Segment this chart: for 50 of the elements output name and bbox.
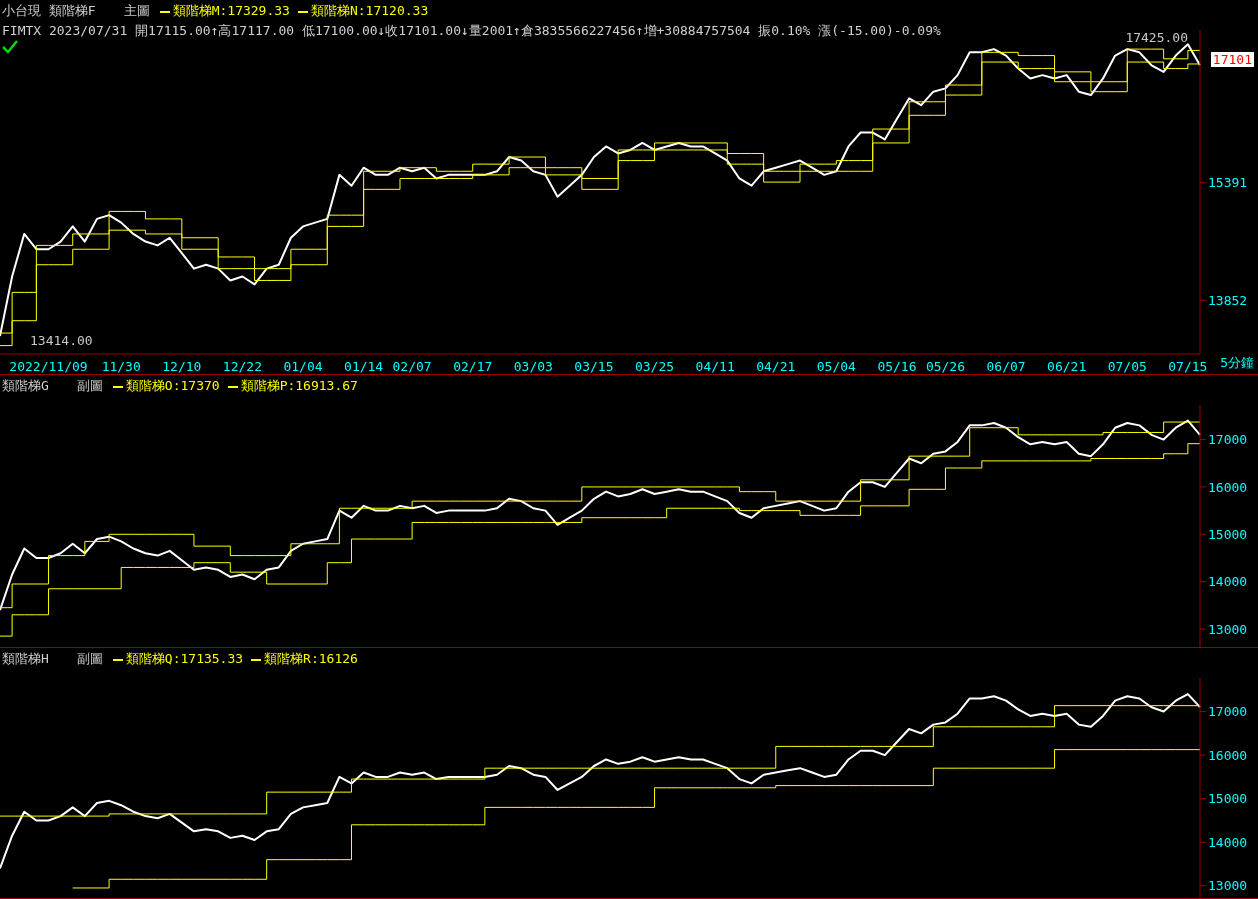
x-tick-label: 01/04 (283, 359, 323, 375)
x-tick-label: 03/03 (513, 359, 553, 375)
x-tick-label: 06/21 (1047, 359, 1087, 375)
y-tick-label: 16000 (1208, 479, 1248, 495)
x-tick-label: 12/22 (222, 359, 262, 375)
annotation: 13414.00 (29, 333, 94, 348)
x-tick-label: 07/15 (1168, 359, 1208, 375)
x-tick-label: 06/07 (986, 359, 1026, 375)
chart-title: 類階梯H (2, 651, 49, 666)
legend-label: 類階梯O:17370 (124, 378, 220, 393)
legend-label: 類階梯M:17329.33 (171, 3, 290, 18)
x-tick-label: 2022/11/09 (9, 359, 88, 375)
x-tick-label: 11/30 (101, 359, 141, 375)
x-axis-title: 5分鐘 (1220, 354, 1254, 372)
y-tick-label: 17000 (1208, 432, 1248, 448)
legend-label: 類階梯P:16913.67 (239, 378, 358, 393)
y-tick-label: 13000 (1208, 878, 1248, 894)
legend-title: 副圖 (76, 378, 103, 393)
x-tick-label: 07/05 (1107, 359, 1147, 375)
y-tick-label: 13000 (1208, 621, 1248, 637)
y-tick-label: 15000 (1208, 791, 1248, 807)
x-tick-label: 02/07 (392, 359, 432, 375)
y-tick-label: 15391 (1208, 175, 1248, 191)
legend-title: 主圖 (123, 3, 150, 18)
legend-title: 副圖 (76, 651, 103, 666)
x-tick-label: 04/11 (695, 359, 735, 375)
y-tick-label: 16000 (1208, 747, 1248, 763)
x-tick-label: 05/16 (877, 359, 917, 375)
y-tick-label: 14000 (1208, 834, 1248, 850)
x-tick-label: 03/15 (574, 359, 614, 375)
x-tick-label: 04/21 (756, 359, 796, 375)
line-series (0, 693, 1201, 870)
y-tick-label: 14000 (1208, 574, 1248, 590)
legend-label: 類階梯Q:17135.33 (124, 651, 244, 666)
legend-label: 類階梯N:17120.33 (309, 3, 429, 18)
x-tick-label: 01/14 (344, 359, 384, 375)
chart-title: 小台現 類階梯F (2, 3, 96, 18)
y-tick-label: 15000 (1208, 526, 1248, 542)
x-tick-label: 02/17 (453, 359, 493, 375)
chart-title: 類階梯G (2, 378, 49, 393)
text: 17101 (1210, 52, 1254, 67)
y-tick-label: 13852 (1208, 292, 1248, 308)
annotation: 17425.00 (1124, 30, 1189, 45)
x-tick-label: 05/04 (816, 359, 857, 375)
x-tick-label: 05/26 (925, 359, 966, 375)
y-tick-label: 17000 (1208, 704, 1248, 720)
x-tick-label: 12/10 (162, 359, 202, 375)
chart-subtitle: FIMTX 2023/07/31 開17115.00↑高17117.00 低17100.00↓收17101.00↓量2001↑倉3835566227456↑增+30884757504 振0.10% 漲(-15.00)-0.09% (2, 22, 941, 40)
legend-label: 類階梯R:16126 (263, 651, 358, 666)
x-tick-label: 03/25 (634, 359, 675, 375)
